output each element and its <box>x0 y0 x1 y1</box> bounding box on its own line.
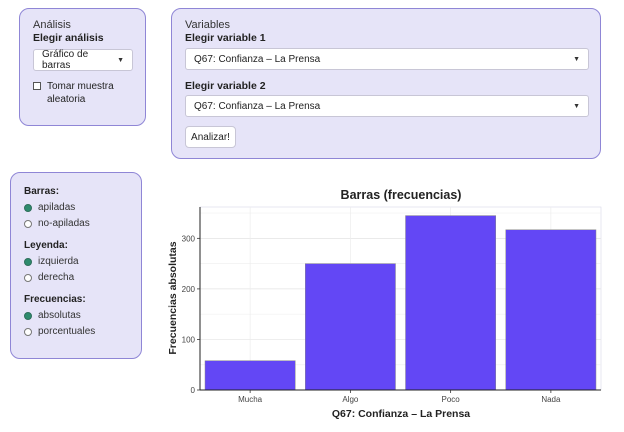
y-tick-label: 300 <box>182 234 196 243</box>
variable2-label: Elegir variable 2 <box>185 80 266 92</box>
sample-checkbox-row[interactable]: Tomar muestra aleatoria <box>33 80 137 106</box>
bar-mucha <box>204 360 296 391</box>
analysis-panel: Análisis Elegir análisis Gráfico de barr… <box>19 8 146 126</box>
chevron-down-icon: ▼ <box>117 56 124 64</box>
x-axis-label: Q67: Confianza – La Prensa <box>332 408 470 420</box>
frequencies-group-label: Frecuencias: <box>24 294 86 305</box>
bar-algo <box>305 263 396 391</box>
y-tick-label: 100 <box>182 335 196 344</box>
radio-label: porcentuales <box>38 326 96 337</box>
radio-button[interactable] <box>24 273 32 282</box>
analysis-heading: Análisis <box>33 19 71 31</box>
radio-button[interactable] <box>24 219 32 228</box>
radio-freq-percent[interactable]: porcentuales <box>24 326 95 337</box>
bar-poco <box>405 215 496 391</box>
radio-freq-absolute[interactable]: absolutas <box>24 310 81 321</box>
radio-label: absolutas <box>38 310 81 321</box>
x-tick-label: Nada <box>541 395 561 404</box>
radio-button-checked[interactable] <box>24 203 32 212</box>
radio-label: derecha <box>38 272 75 283</box>
bar-nada <box>505 229 597 391</box>
radio-button-checked[interactable] <box>24 311 32 320</box>
radio-legend-left[interactable]: izquierda <box>24 256 79 267</box>
legend-group-label: Leyenda: <box>24 240 68 251</box>
variable1-label: Elegir variable 1 <box>185 32 266 44</box>
chart-title: Barras (frecuencias) <box>341 188 462 202</box>
radio-label: apiladas <box>38 202 76 213</box>
analysis-label: Elegir análisis <box>33 32 104 44</box>
variable2-select[interactable]: Q67: Confianza – La Prensa ▼ <box>185 95 589 117</box>
chart-ticks: 0 100 200 300 Mucha Algo Poco Nada <box>182 234 561 404</box>
bars-group-label: Barras: <box>24 186 60 197</box>
variable1-select-value: Q67: Confianza – La Prensa <box>194 53 321 65</box>
variables-panel: Variables Elegir variable 1 Q67: Confian… <box>171 8 601 159</box>
analysis-select[interactable]: Gráfico de barras ▼ <box>33 49 133 71</box>
radio-label: izquierda <box>38 256 79 267</box>
radio-legend-right[interactable]: derecha <box>24 272 74 283</box>
chart-axes <box>199 207 601 391</box>
analyze-button[interactable]: Analizar! <box>185 126 236 148</box>
sample-checkbox[interactable] <box>33 82 41 90</box>
x-tick-label: Algo <box>342 395 359 404</box>
y-axis-label: Frecuencias absolutas <box>167 241 179 354</box>
variables-heading: Variables <box>185 19 231 31</box>
radio-bars-unstacked[interactable]: no-apiladas <box>24 218 90 229</box>
y-tick-label: 0 <box>191 386 196 395</box>
radio-label: no-apiladas <box>38 218 90 229</box>
x-tick-label: Mucha <box>238 395 263 404</box>
sample-checkbox-label: Tomar muestra aleatoria <box>47 81 114 105</box>
radio-bars-stacked[interactable]: apiladas <box>24 202 75 213</box>
chevron-down-icon: ▼ <box>573 55 580 63</box>
chart-bars <box>204 215 597 391</box>
options-panel: Barras: apiladas no-apiladas Leyenda: iz… <box>10 172 142 359</box>
variable1-select[interactable]: Q67: Confianza – La Prensa ▼ <box>185 48 589 70</box>
variable2-select-value: Q67: Confianza – La Prensa <box>194 100 321 112</box>
analysis-select-value: Gráfico de barras <box>42 49 89 71</box>
y-tick-label: 200 <box>182 285 196 294</box>
radio-button-checked[interactable] <box>24 257 32 266</box>
radio-button[interactable] <box>24 327 32 336</box>
x-tick-label: Poco <box>442 395 461 404</box>
chevron-down-icon: ▼ <box>573 102 580 110</box>
